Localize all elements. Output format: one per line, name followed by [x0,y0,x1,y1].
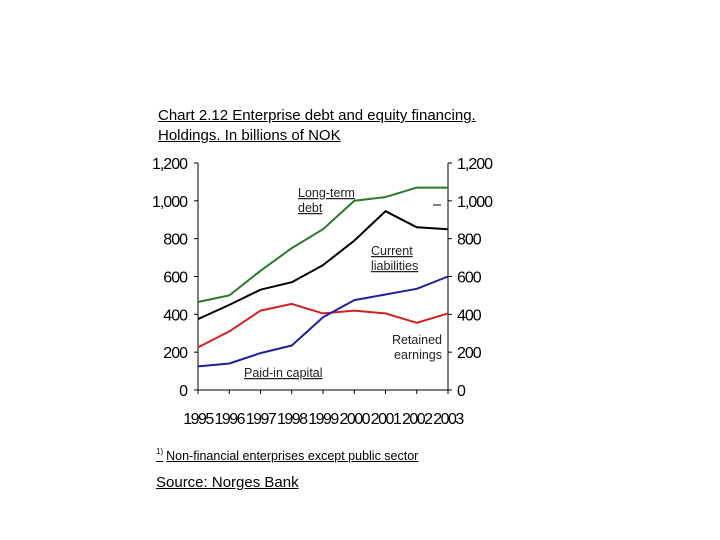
x-tick-label: 1999 [308,411,339,428]
x-tick-label: 2003 [433,411,464,428]
series-line-current-liabilities [197,210,449,321]
y-tick-label-right: 200 [457,345,482,362]
x-tick-label: 2001 [371,411,402,428]
footnote-text: Non-financial enterprises except public … [166,449,419,463]
x-ticks: 1995 1996 1997 1998 1999 2000 2001 2002 2003 [183,390,466,428]
series-label-line: Retained [392,333,442,347]
x-tick-label: 1997 [246,411,277,428]
series-label-line: earnings [394,348,442,362]
series-label-line: debt [298,201,323,215]
source-note: Source: Norges Bank [156,474,299,491]
x-tick-label: 1998 [277,411,308,428]
y-tick-label-left: 400 [163,307,188,324]
chart-title: Chart 2.12 Enterprise debt and equity fi… [158,106,478,146]
y-tick-label-right: 1,200 [457,156,493,173]
y-ticks-right: 0 200 400 600 800 1,000 1,200 [448,156,494,400]
series-label-line: liabilities [371,259,418,273]
y-tick-label-right: 800 [457,232,482,249]
series-line-long-term-debt [197,186,448,303]
series-line-retained-earnings [197,302,449,349]
y-tick-label-right: 600 [457,270,482,287]
y-tick-label-left: 1,200 [152,156,188,173]
series-label-line: Paid-in capital [244,366,323,380]
series-label-line: Current [371,244,413,258]
footnote: 1) Non-financial enterprises except publi… [156,447,419,463]
y-tick-label-right: 400 [457,307,482,324]
series-label-line: Long-term [298,186,355,200]
y-tick-label-right: 1,000 [457,194,493,211]
footnote-marker: 1) [156,447,164,456]
x-tick-label: 1996 [214,411,245,428]
y-tick-label-left: 200 [163,345,188,362]
series-line-paid-in-capital [197,275,449,368]
x-tick-label: 2002 [402,411,433,428]
y-tick-label-right: 0 [457,383,466,400]
chart-title-prefix: Chart 2.12 [158,107,229,124]
x-tick-label: 2000 [339,411,370,428]
y-tick-label-left: 1,000 [152,194,188,211]
x-tick-label: 1995 [183,411,214,428]
y-tick-label-left: 800 [163,232,188,249]
series-label-paid-in-capital: Paid-in capital [244,366,323,380]
series-lines [197,186,449,368]
y-tick-label-left: 600 [163,270,188,287]
chart-title-text: Enterprise debt and equity financing. Ho… [158,107,476,144]
y-tick-label-left: 0 [179,383,188,400]
y-ticks-left: 0 200 400 600 800 1,000 1,200 [152,156,198,400]
